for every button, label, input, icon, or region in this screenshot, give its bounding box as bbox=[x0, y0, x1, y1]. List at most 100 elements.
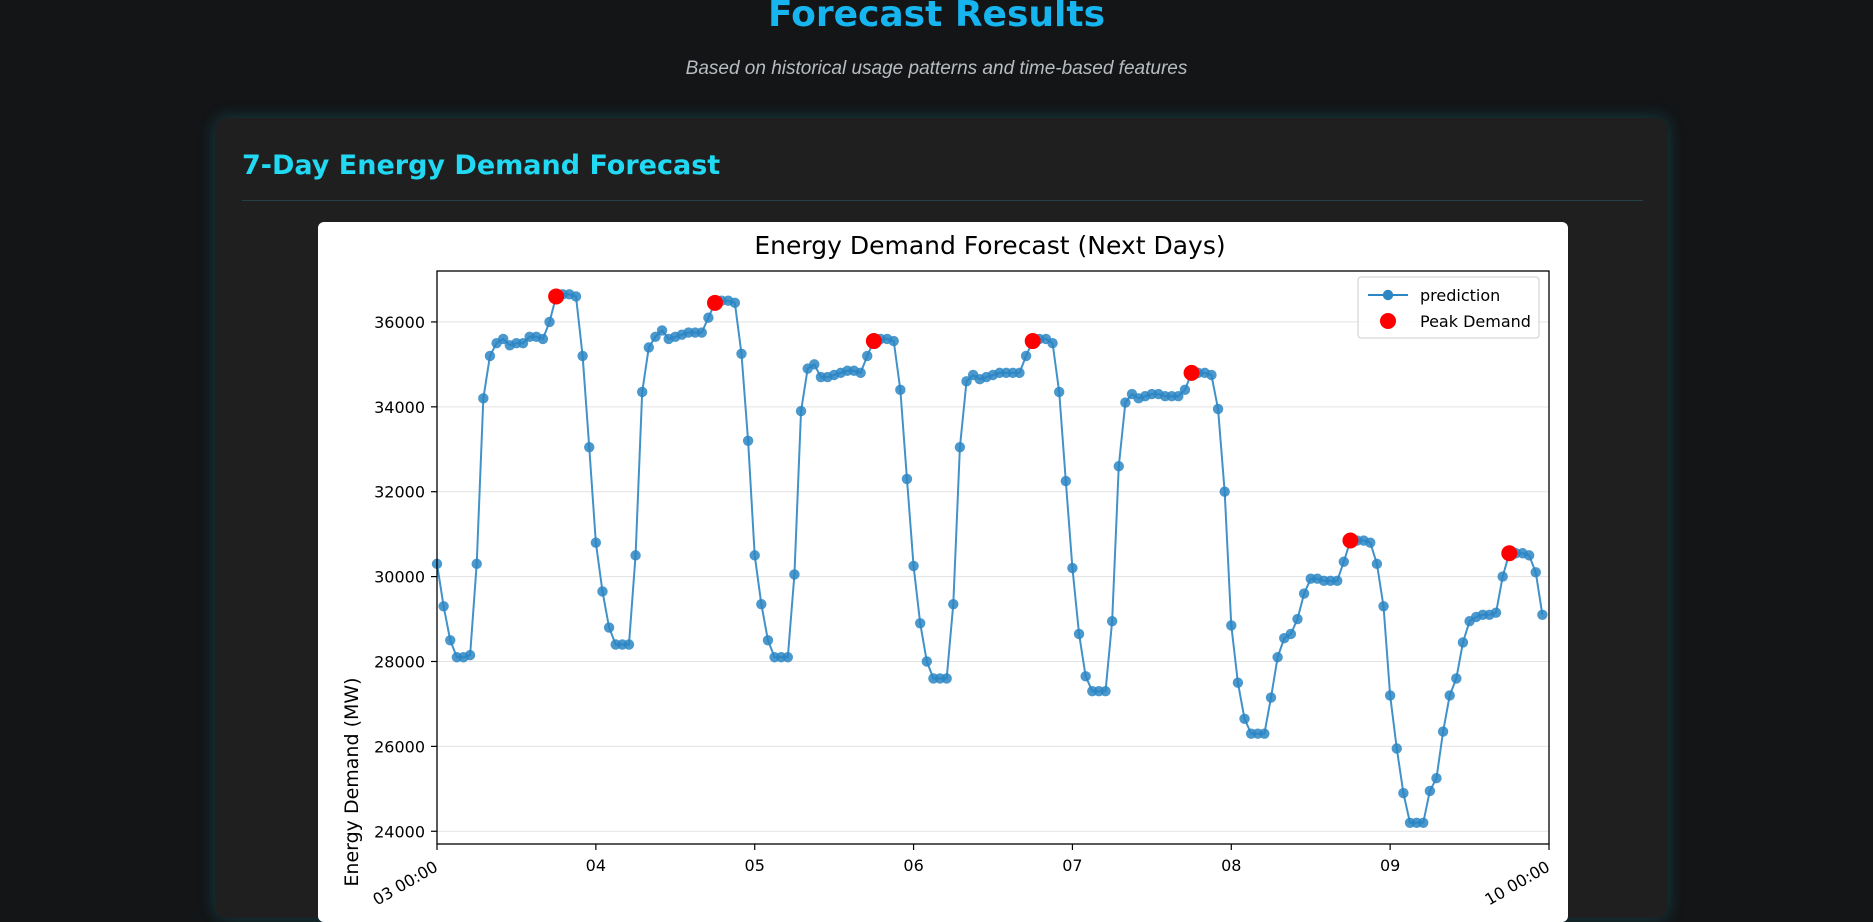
prediction-point bbox=[749, 550, 760, 561]
prediction-point bbox=[901, 473, 913, 485]
prediction-point bbox=[584, 441, 595, 453]
prediction-point bbox=[517, 337, 529, 349]
prediction-point bbox=[1418, 817, 1429, 828]
page-title: Forecast Results bbox=[767, 0, 1105, 35]
prediction-point bbox=[1265, 692, 1277, 703]
prediction-point bbox=[1047, 337, 1058, 349]
prediction-point bbox=[1014, 367, 1025, 379]
peak-demand-point bbox=[1342, 532, 1359, 549]
prediction-point bbox=[736, 348, 747, 359]
prediction-point bbox=[577, 350, 588, 362]
y-tick-label: 30000 bbox=[374, 568, 425, 587]
prediction-point bbox=[636, 386, 648, 398]
chart-legend: prediction Peak Demand bbox=[1357, 276, 1540, 339]
axes: 24000 26000 28000 30000 32000 34000 36000 03 00… bbox=[370, 270, 1553, 909]
prediction-point bbox=[1451, 673, 1462, 684]
y-tick-label: 32000 bbox=[374, 483, 425, 502]
legend-label-prediction: prediction bbox=[1420, 286, 1500, 305]
peak-demand-series bbox=[548, 288, 1518, 562]
prediction-point bbox=[1497, 571, 1508, 582]
prediction-point bbox=[961, 376, 972, 387]
prediction-point bbox=[895, 384, 906, 396]
prediction-point bbox=[703, 312, 714, 323]
x-tick-label: 08 bbox=[1221, 856, 1241, 875]
legend-box bbox=[1357, 276, 1540, 339]
prediction-point bbox=[1053, 386, 1065, 398]
prediction-point bbox=[656, 325, 668, 336]
prediction-point bbox=[471, 558, 482, 570]
prediction-point bbox=[1298, 588, 1310, 599]
chart-container: Energy Demand Forecast (Next Days) Energ… bbox=[318, 222, 1568, 922]
x-tick-label: 10 00:00 bbox=[1482, 857, 1553, 909]
prediction-point bbox=[1530, 567, 1541, 578]
prediction-point bbox=[1457, 637, 1469, 648]
prediction-point bbox=[1100, 686, 1111, 697]
prediction-point bbox=[1424, 785, 1436, 797]
forecast-chart: Energy Demand Forecast (Next Days) Energ… bbox=[341, 231, 1553, 909]
prediction-point bbox=[908, 560, 919, 572]
plot-frame bbox=[436, 270, 1550, 845]
prediction-point bbox=[1371, 558, 1383, 570]
prediction-point bbox=[544, 316, 555, 328]
prediction-point bbox=[1285, 628, 1297, 640]
prediction-point bbox=[696, 327, 707, 338]
prediction-point bbox=[623, 639, 635, 650]
x-tick-label: 06 bbox=[903, 856, 923, 875]
prediction-point bbox=[1444, 690, 1455, 701]
prediction-point bbox=[1391, 743, 1402, 754]
y-axis-label: Energy Demand (MW) bbox=[341, 677, 363, 886]
prediction-point bbox=[729, 297, 741, 309]
prediction-point bbox=[1378, 601, 1389, 612]
prediction-point bbox=[1080, 671, 1091, 682]
prediction-point bbox=[795, 405, 807, 417]
prediction-point bbox=[914, 618, 926, 629]
prediction-point bbox=[954, 441, 966, 453]
section-divider bbox=[242, 200, 1643, 201]
prediction-point bbox=[643, 342, 655, 353]
prediction-point bbox=[630, 550, 641, 561]
prediction-point bbox=[888, 335, 899, 347]
y-tick-label: 34000 bbox=[374, 398, 425, 417]
y-tick-label: 28000 bbox=[374, 652, 425, 671]
prediction-point bbox=[445, 635, 456, 646]
y-tick-label: 26000 bbox=[374, 737, 425, 756]
peak-demand-point bbox=[1501, 545, 1518, 562]
prediction-point bbox=[1331, 575, 1343, 587]
prediction-point bbox=[941, 673, 952, 684]
prediction-point bbox=[1272, 652, 1283, 663]
prediction-point bbox=[1384, 690, 1396, 701]
prediction-point bbox=[597, 586, 608, 597]
x-tick-label: 05 bbox=[745, 856, 765, 875]
legend-marker-prediction bbox=[1382, 289, 1394, 301]
prediction-point bbox=[650, 331, 661, 342]
chart-title: Energy Demand Forecast (Next Days) bbox=[754, 231, 1225, 260]
prediction-point bbox=[1490, 607, 1502, 618]
peak-demand-point bbox=[1024, 333, 1041, 350]
prediction-point bbox=[1067, 562, 1078, 574]
grid-lines bbox=[437, 321, 1549, 832]
prediction-point bbox=[789, 569, 800, 580]
prediction-series bbox=[431, 289, 1548, 828]
prediction-point bbox=[1431, 773, 1442, 784]
x-tick-label: 03 00:00 bbox=[370, 857, 441, 909]
prediction-point bbox=[438, 601, 449, 612]
legend-label-peak: Peak Demand bbox=[1420, 312, 1531, 331]
prediction-point bbox=[1060, 475, 1072, 487]
prediction-point bbox=[1365, 537, 1376, 548]
prediction-point bbox=[537, 333, 549, 345]
prediction-point bbox=[1226, 620, 1237, 631]
prediction-point bbox=[1239, 713, 1250, 724]
prediction-point bbox=[1437, 726, 1449, 737]
peak-demand-point bbox=[707, 294, 723, 311]
prediction-point bbox=[603, 622, 615, 633]
x-tick-label: 09 bbox=[1380, 856, 1400, 875]
prediction-point bbox=[1120, 397, 1131, 408]
prediction-point bbox=[1020, 350, 1032, 362]
peak-demand-point bbox=[1183, 364, 1200, 381]
prediction-point bbox=[1537, 609, 1548, 620]
prediction-point bbox=[762, 635, 774, 646]
prediction-point bbox=[809, 359, 820, 370]
prediction-point bbox=[1073, 628, 1085, 640]
prediction-point bbox=[464, 649, 476, 661]
section-title: 7-Day Energy Demand Forecast bbox=[242, 150, 721, 181]
